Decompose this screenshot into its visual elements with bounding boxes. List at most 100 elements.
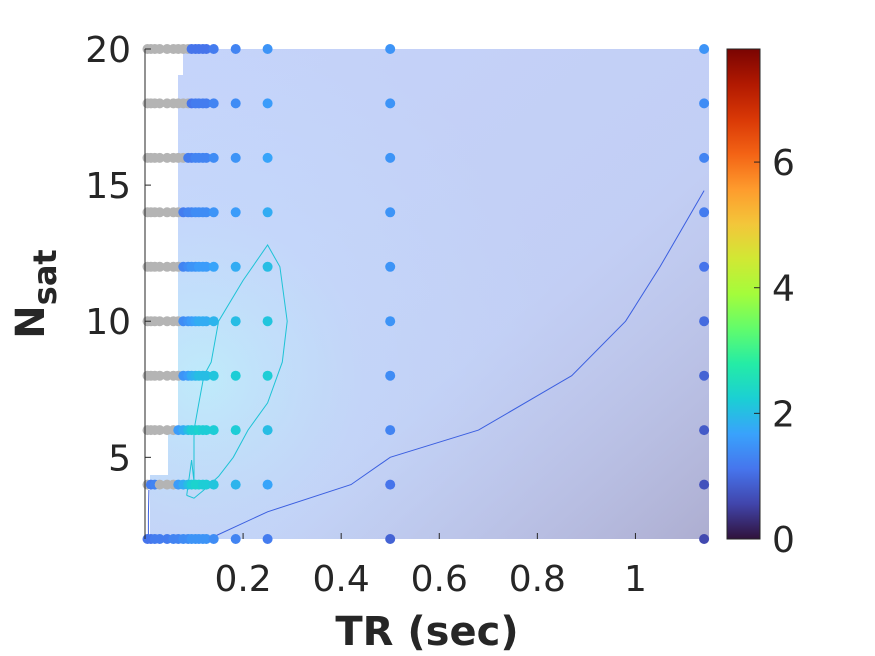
data-point [699, 425, 710, 436]
data-point-invalid [154, 207, 165, 218]
contour-line-1 [208, 190, 705, 540]
data-point-invalid [154, 370, 165, 381]
contour-line-0 [147, 489, 150, 539]
data-point [699, 152, 710, 163]
data-point [230, 261, 241, 272]
data-point [230, 207, 241, 218]
data-point [201, 98, 212, 109]
data-point [262, 152, 273, 163]
data-point [230, 98, 241, 109]
data-point [201, 479, 212, 490]
data-point-invalid [154, 316, 165, 327]
data-point [201, 44, 212, 54]
data-point [699, 98, 710, 109]
data-point [201, 261, 212, 272]
data-point [262, 44, 273, 54]
data-point [385, 98, 396, 109]
y-tick-label: 20 [85, 30, 131, 71]
data-point [230, 370, 241, 381]
data-point [230, 479, 241, 490]
data-point-invalid [154, 261, 165, 272]
data-point [208, 207, 219, 218]
data-point [699, 479, 710, 490]
data-point-invalid [154, 479, 165, 490]
data-point [262, 316, 273, 327]
data-point [262, 425, 273, 436]
colorbar-tick-label: 4 [772, 269, 795, 310]
x-tick-label: 0.8 [509, 559, 566, 600]
data-point [262, 479, 273, 490]
data-point [699, 261, 710, 272]
data-point [208, 479, 219, 490]
data-point [385, 316, 396, 327]
data-point [385, 207, 396, 218]
axes: 5 10 15 20 0.2 0.4 0.6 0.8 1 [85, 30, 647, 600]
data-point [201, 370, 212, 381]
data-point [201, 207, 212, 218]
x-tick-label: 0.4 [313, 559, 370, 600]
y-tick-label: 5 [108, 438, 131, 479]
data-point-invalid [154, 152, 165, 163]
x-axis-title: TR (sec) [335, 609, 518, 655]
data-points [142, 44, 710, 544]
y-axis-title: Nsat [8, 249, 64, 338]
y-ticks: 5 10 15 20 [85, 30, 151, 479]
data-point [208, 44, 219, 54]
y-axis-title-main: N [8, 305, 54, 338]
colorbar: 0 2 4 6 [726, 48, 795, 561]
data-point [262, 207, 273, 218]
data-point [208, 98, 219, 109]
data-point [262, 370, 273, 381]
data-point [385, 44, 396, 54]
field-shade [150, 49, 709, 539]
data-point [262, 98, 273, 109]
data-point [208, 261, 219, 272]
y-tick-label: 10 [85, 302, 131, 343]
data-point [385, 370, 396, 381]
colorbar-tick-label: 6 [772, 143, 795, 184]
data-point [208, 534, 219, 544]
data-point [230, 152, 241, 163]
y-tick-label: 15 [85, 166, 131, 207]
data-point [201, 316, 212, 327]
data-point [385, 152, 396, 163]
data-point-invalid [154, 44, 165, 54]
y-axis-title-subscript: sat [26, 249, 64, 305]
data-point [699, 44, 710, 54]
data-point [699, 316, 710, 327]
colorbar-bar [726, 48, 761, 540]
colorbar-ticks: 0 2 4 6 [754, 143, 795, 561]
data-point [699, 370, 710, 381]
data-point [262, 261, 273, 272]
data-point [154, 534, 165, 544]
data-point [699, 207, 710, 218]
colorbar-tick-label: 2 [772, 394, 795, 435]
data-point [230, 316, 241, 327]
colorbar-tick-label: 0 [772, 520, 795, 561]
data-point [385, 479, 396, 490]
data-point [208, 370, 219, 381]
interpolated-field [150, 49, 709, 539]
data-point [201, 534, 212, 544]
data-point [699, 534, 710, 544]
x-tick-label: 0.2 [214, 559, 271, 600]
data-point [230, 44, 241, 54]
data-point [385, 261, 396, 272]
data-point [385, 425, 396, 436]
data-point [385, 534, 396, 544]
plot-area [142, 44, 710, 544]
data-point [201, 425, 212, 436]
x-tick-label: 1 [624, 559, 647, 600]
data-point [208, 425, 219, 436]
data-point [262, 534, 273, 544]
data-point-invalid [154, 425, 165, 436]
data-point-invalid [154, 98, 165, 109]
data-point [208, 152, 219, 163]
data-point [230, 534, 241, 544]
data-point [230, 425, 241, 436]
x-tick-label: 0.6 [411, 559, 468, 600]
x-ticks: 0.2 0.4 0.6 0.8 1 [214, 533, 647, 600]
data-point [208, 316, 219, 327]
data-point [201, 152, 212, 163]
